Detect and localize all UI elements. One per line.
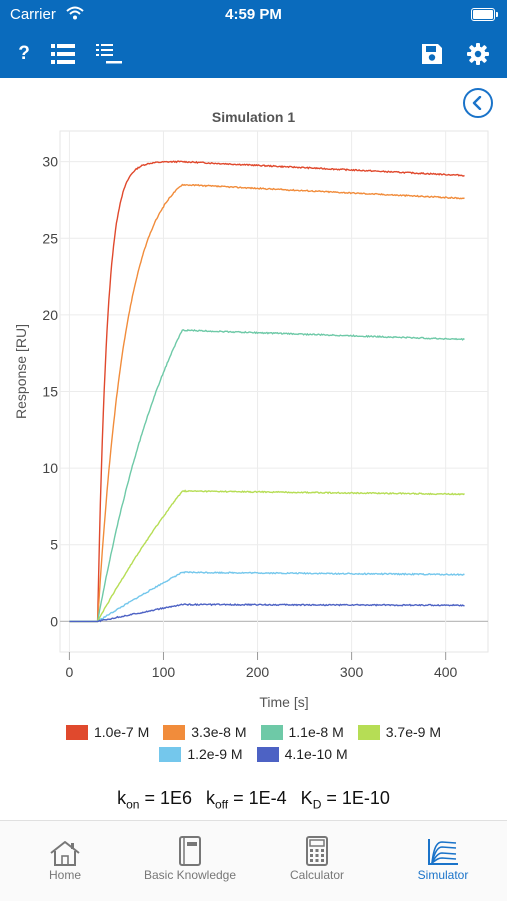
house-icon (50, 841, 80, 866)
chart-title: Simulation 1 (211, 109, 296, 125)
y-tick-label: 30 (42, 154, 58, 170)
list-icon (51, 44, 75, 64)
clock: 4:59 PM (225, 6, 282, 23)
tab-home-label: Home (48, 868, 81, 882)
legend-label: 1.1e-8 M (288, 724, 344, 740)
legend-label: 3.7e-9 M (385, 724, 441, 740)
legend-label: 3.3e-8 M (191, 724, 247, 740)
carrier-label: Carrier (10, 6, 56, 23)
x-tick-label: 100 (152, 664, 176, 680)
legend-row: 1.0e-7 M 3.3e-8 M 1.1e-8 M 3.7e-9 M (0, 724, 507, 740)
series-line-1 (69, 183, 465, 623)
simulator-icon (428, 839, 458, 865)
tab-simulator-label: Simulator (417, 868, 469, 882)
tab-basic-knowledge[interactable]: Basic Knowledge (127, 835, 253, 882)
x-tick-label: 200 (246, 664, 270, 680)
tab-basic-knowledge-label: Basic Knowledge (143, 868, 237, 882)
help-icon: ? (18, 43, 30, 64)
koff-parameter: koff = 1E-4 (206, 788, 287, 812)
tab-bar: Home Basic Knowledge Calculator (0, 820, 507, 901)
legend-item[interactable]: 3.7e-9 M (357, 724, 441, 740)
tab-calculator-label: Calculator (289, 868, 345, 882)
series-line-4 (69, 571, 465, 623)
y-tick-label: 15 (42, 384, 58, 400)
x-tick-label: 300 (340, 664, 364, 680)
tab-home[interactable]: Home (2, 835, 128, 882)
legend-swatch (260, 724, 283, 740)
detail-list-button[interactable] (93, 38, 125, 70)
calculator-icon (306, 836, 328, 866)
y-tick-label: 0 (50, 613, 58, 629)
kon-parameter: kon = 1E6 (117, 788, 192, 812)
legend-item[interactable]: 1.2e-9 M (159, 746, 243, 762)
toolbar: ? (0, 30, 507, 78)
chevron-left-icon (472, 96, 482, 110)
settings-button[interactable] (462, 38, 494, 70)
x-tick-label: 400 (434, 664, 458, 680)
back-button[interactable] (463, 88, 493, 118)
kinetic-parameters: kon = 1E6 koff = 1E-4 KD = 1E-10 (0, 788, 507, 812)
legend-item[interactable]: 1.0e-7 M (66, 724, 149, 740)
y-axis-label: Response [RU] (13, 324, 29, 419)
detail-list-icon (96, 44, 122, 64)
save-button[interactable] (416, 38, 448, 70)
legend-item[interactable]: 1.1e-8 M (260, 724, 344, 740)
legend-label: 4.1e-10 M (284, 746, 348, 762)
list-button[interactable] (47, 38, 79, 70)
status-bar: Carrier 4:59 PM (0, 0, 507, 30)
legend-swatch (256, 746, 279, 762)
legend-label: 1.2e-9 M (187, 746, 243, 762)
legend-swatch (357, 724, 380, 740)
legend-swatch (163, 724, 186, 740)
y-tick-label: 20 (42, 307, 58, 323)
legend-swatch (66, 724, 88, 740)
y-tick-label: 25 (42, 230, 58, 246)
legend-swatch (159, 746, 182, 762)
gear-icon (467, 43, 489, 65)
battery-icon (471, 8, 498, 21)
y-tick-label: 5 (50, 537, 58, 553)
legend-item[interactable]: 3.3e-8 M (163, 724, 247, 740)
legend-label: 1.0e-7 M (94, 724, 150, 740)
legend-item[interactable]: 4.1e-10 M (256, 746, 348, 762)
tab-simulator[interactable]: Simulator (380, 835, 506, 882)
legend-row: 1.2e-9 M 4.1e-10 M (0, 746, 507, 762)
kd-parameter: KD = 1E-10 (300, 788, 390, 812)
series-line-3 (69, 489, 465, 623)
chart-legend: 1.0e-7 M 3.3e-8 M 1.1e-8 M 3.7e-9 M 1.2e-9 M… (0, 724, 507, 768)
help-button[interactable]: ? (8, 38, 40, 70)
y-tick-label: 10 (42, 460, 58, 476)
tab-calculator[interactable]: Calculator (254, 835, 380, 882)
wifi-icon (66, 6, 84, 20)
series-line-5 (69, 603, 465, 623)
series-line-0 (69, 160, 465, 623)
series-line-2 (69, 329, 465, 623)
floppy-disk-icon (422, 44, 442, 64)
x-tick-label: 0 (66, 664, 74, 680)
book-icon (179, 836, 201, 866)
x-axis-label: Time [s] (259, 694, 308, 710)
